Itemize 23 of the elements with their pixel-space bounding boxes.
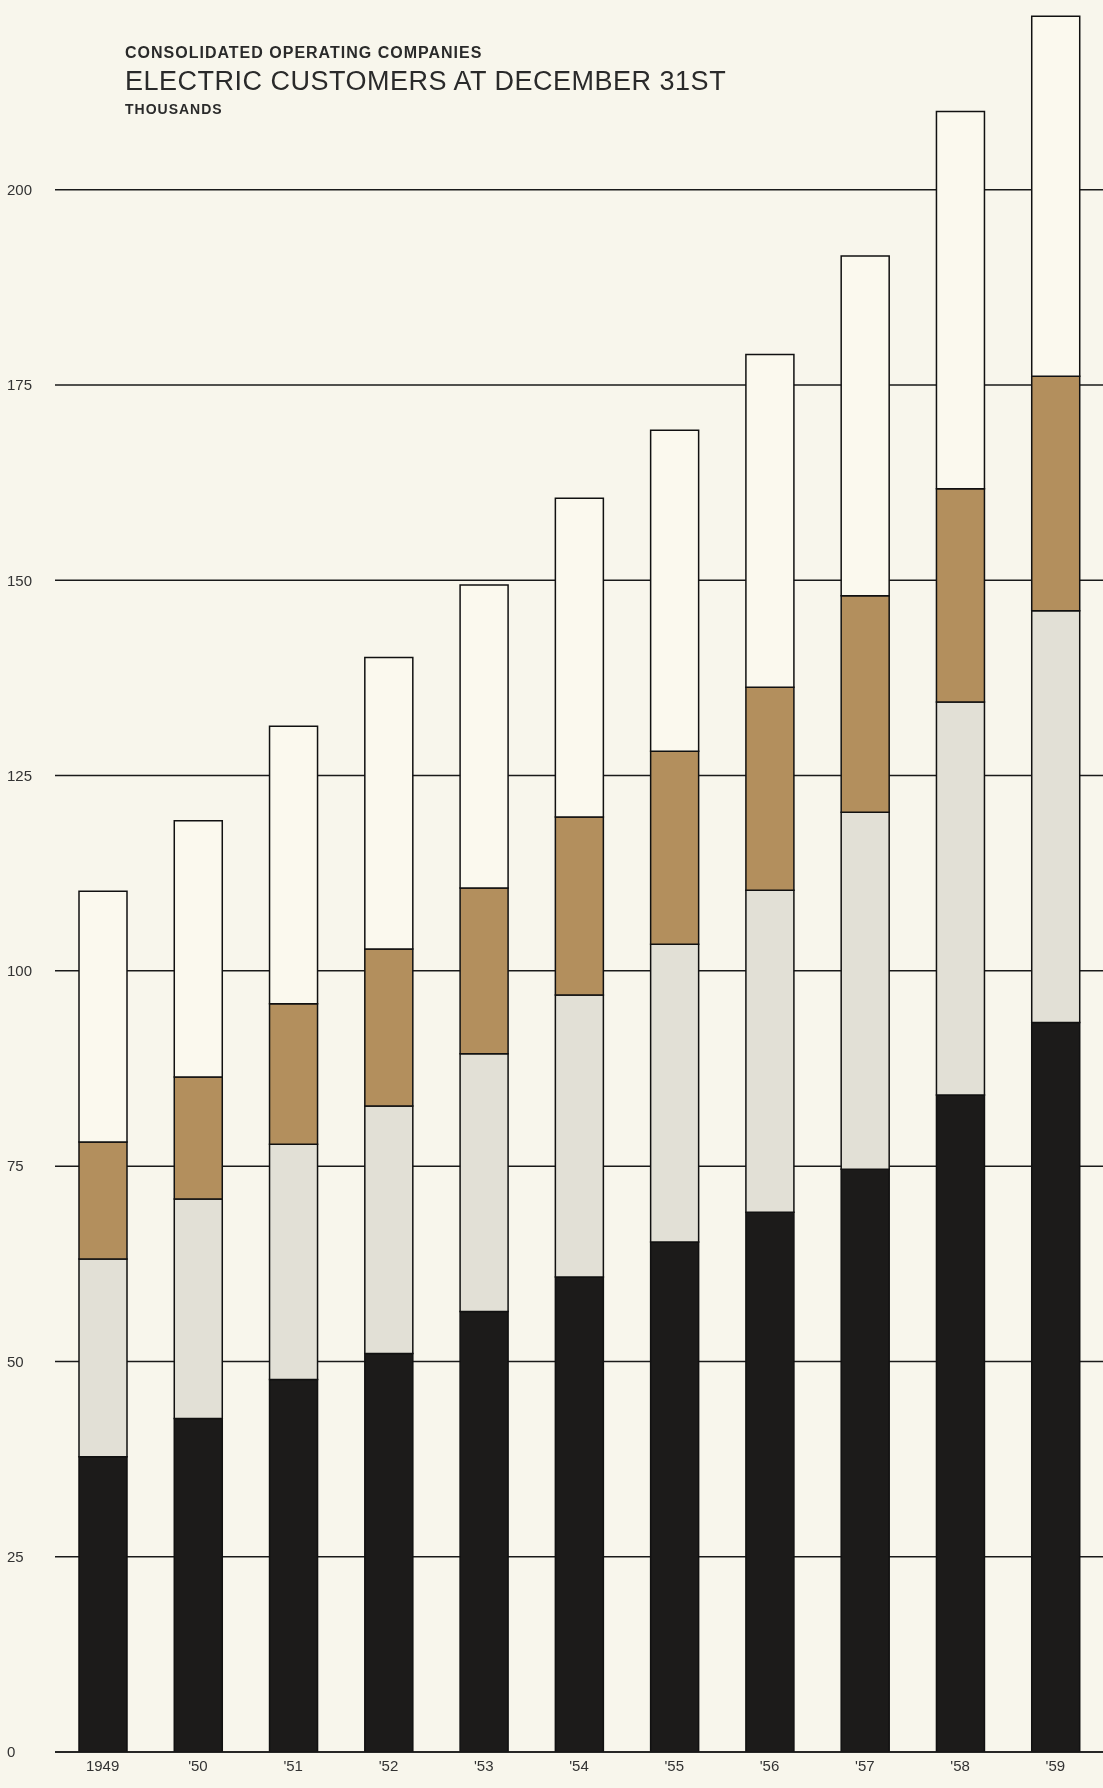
y-tick-label: 200 [7,180,33,198]
y-axis-title: THOUSANDS [125,101,224,117]
x-tick-label: '53 [473,1756,494,1774]
x-tick-label: '57 [855,1756,875,1774]
y-tick-label: 25 [7,1548,24,1566]
y-tick-label: 150 [7,571,33,589]
y-tick-label: 75 [7,1157,24,1175]
x-tick-label: 1949 [85,1756,120,1774]
x-tick-label: '59 [1045,1756,1066,1774]
x-tick-label: '55 [664,1756,685,1774]
x-tick-label: '52 [378,1756,399,1774]
x-tick-label: '54 [569,1756,589,1774]
x-tick-label: '51 [283,1756,303,1774]
x-tick-label: '50 [188,1756,208,1774]
y-tick-label: 0 [7,1743,16,1761]
y-tick-label: 175 [7,376,33,394]
x-tick-label: '56 [759,1756,780,1774]
y-tick-label: 100 [7,962,33,980]
y-tick-label: 50 [7,1352,24,1370]
text: ELECTRIC CUSTOMERS AT DECEMBER 31ST [125,66,727,97]
text: CONSOLIDATED OPERATING COMPANIES [125,44,484,62]
y-tick-label: 125 [7,766,33,784]
x-tick-label: '58 [950,1756,970,1774]
